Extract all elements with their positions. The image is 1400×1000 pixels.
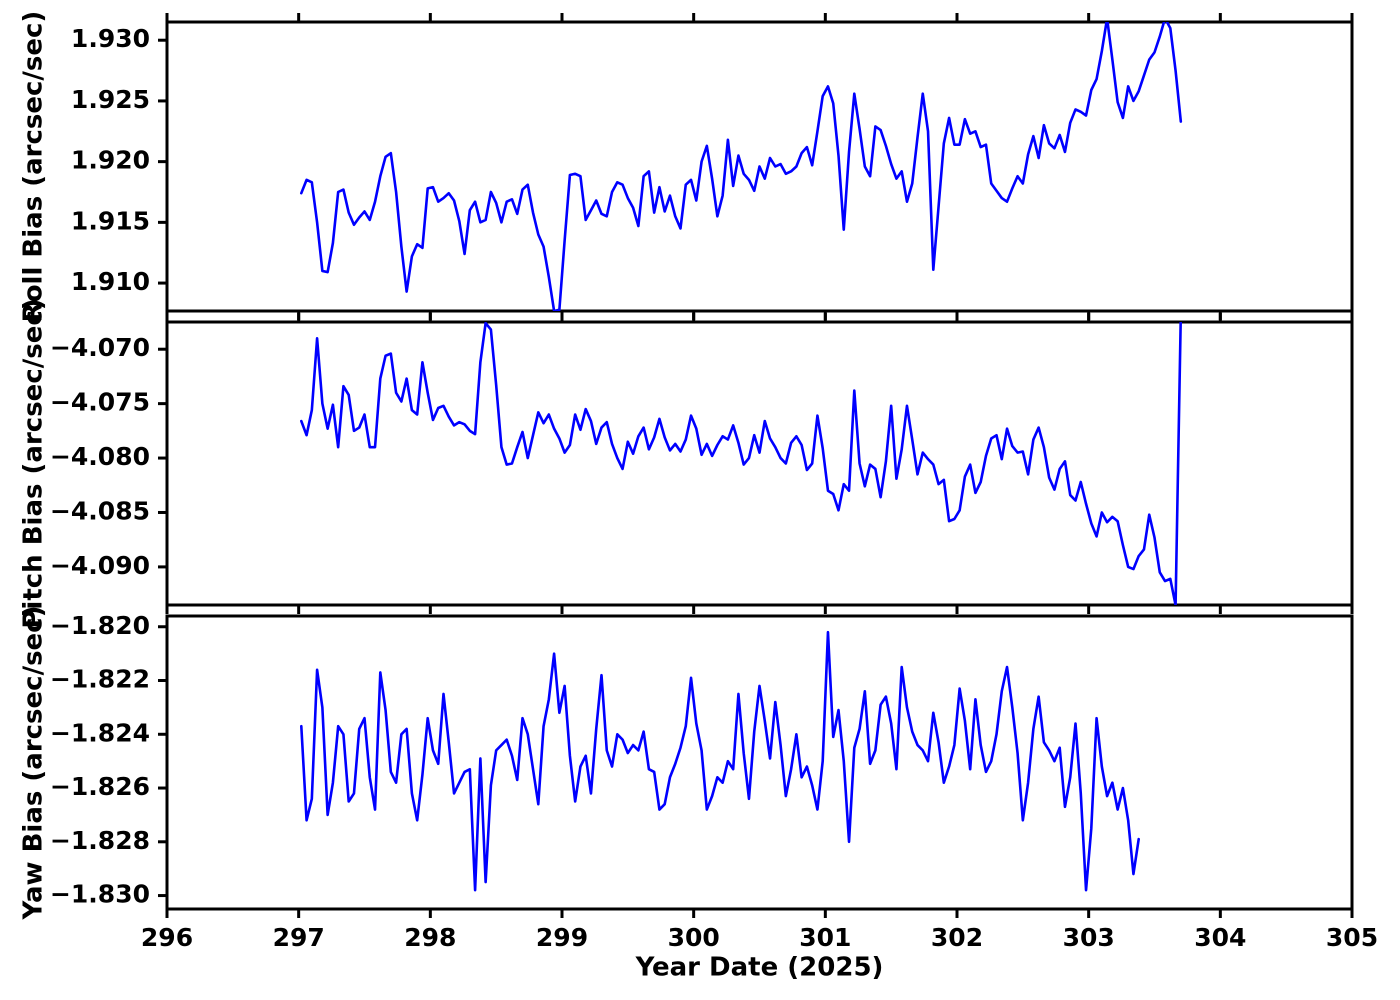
y-tick-label-yaw-2: −1.826 xyxy=(50,772,150,801)
y-axis-label-roll: Roll Bias (arcsec/sec) xyxy=(19,11,49,323)
x-tick-label-4: 300 xyxy=(668,923,720,952)
y-tick-label-yaw-3: −1.824 xyxy=(50,718,150,747)
y-tick-label-roll-1: 1.915 xyxy=(71,206,150,235)
y-tick-label-roll-3: 1.925 xyxy=(71,85,150,114)
y-tick-label-roll-4: 1.930 xyxy=(71,24,150,53)
y-tick-label-roll-2: 1.920 xyxy=(71,146,150,175)
y-tick-label-yaw-4: −1.822 xyxy=(50,665,150,694)
data-line-roll xyxy=(300,22,1183,311)
y-tick-label-pitch-3: −4.075 xyxy=(50,388,150,417)
y-tick-label-pitch-0: −4.090 xyxy=(50,551,150,580)
data-line-yaw xyxy=(300,630,1140,892)
y-axis-label-yaw: Yaw Bias (arcsec/sec) xyxy=(19,606,49,921)
x-tick-label-0: 296 xyxy=(141,923,193,952)
y-tick-label-yaw-0: −1.830 xyxy=(50,880,150,909)
y-tick-label-yaw-5: −1.820 xyxy=(50,611,150,640)
panel-roll: 1.910 1.915 1.920 1.925 1.930 Roll Bias (arcs… xyxy=(19,11,1354,323)
y-tick-label-yaw-1: −1.828 xyxy=(50,826,150,855)
x-tick-label-8: 304 xyxy=(1194,923,1246,952)
data-line-pitch xyxy=(300,322,1182,605)
x-tick-label-6: 302 xyxy=(931,923,983,952)
y-tick-label-pitch-4: −4.070 xyxy=(50,333,150,362)
x-tick-label-3: 299 xyxy=(536,923,588,952)
x-tick-label-9: 305 xyxy=(1326,923,1378,952)
x-tick-label-7: 303 xyxy=(1063,923,1115,952)
x-tick-label-1: 297 xyxy=(273,923,325,952)
y-tick-label-roll-0: 1.910 xyxy=(71,267,150,296)
panel-frame-pitch xyxy=(165,320,1354,607)
panel-yaw: −1.830 −1.828 −1.826 −1.824 −1.822 −1.820 296 2… xyxy=(19,606,1379,952)
panel-frame-yaw xyxy=(165,614,1354,911)
x-tick-label-2: 298 xyxy=(404,923,456,952)
x-tick-label-5: 301 xyxy=(799,923,851,952)
y-axis-label-pitch: Pitch Bias (arcsec/sec) xyxy=(19,298,49,628)
panel-frame-roll xyxy=(165,20,1354,313)
y-tick-label-pitch-1: −4.085 xyxy=(50,496,150,525)
y-tick-label-pitch-2: −4.080 xyxy=(50,442,150,471)
x-axis-label: Year Date (2025) xyxy=(635,953,884,983)
